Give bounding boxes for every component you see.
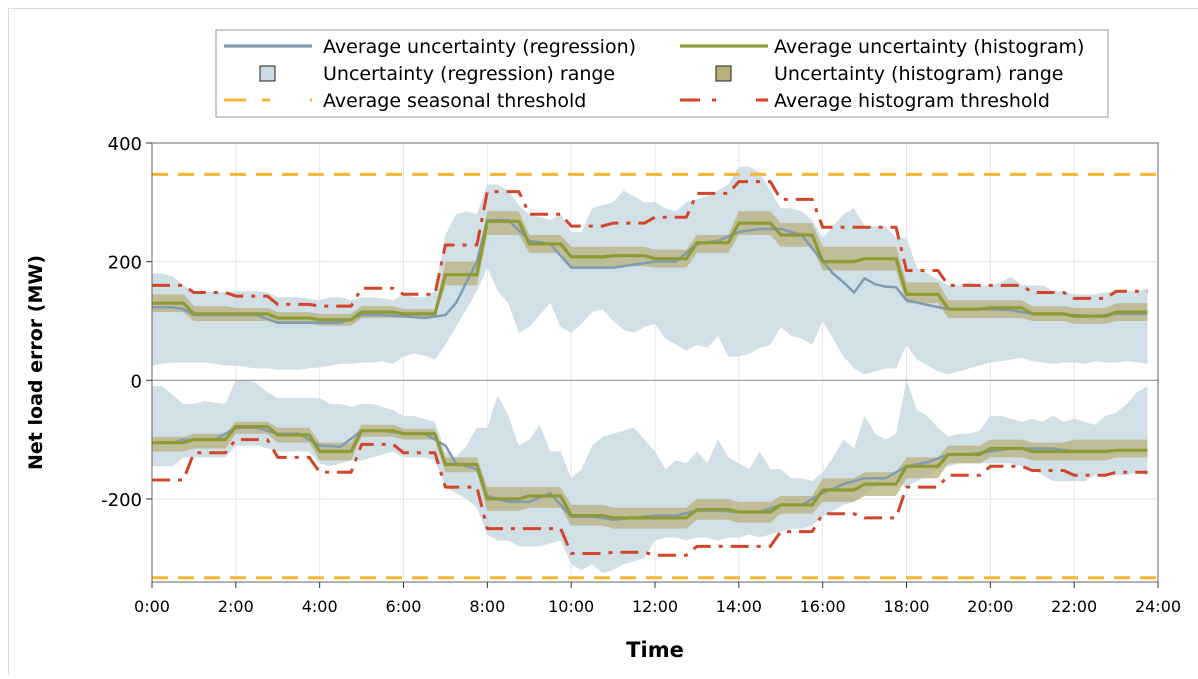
regression-range-band-positive: [152, 166, 1148, 375]
histogram-threshold-line-positive: [152, 180, 1148, 308]
x-tick-label: 20:00: [967, 597, 1013, 616]
x-tick-label: 22:00: [1051, 597, 1097, 616]
legend-label: Average uncertainty (regression): [323, 36, 636, 58]
y-tick-label: 0: [131, 371, 142, 392]
figure-frame: [8, 8, 1198, 675]
y-tick-label: -200: [101, 490, 142, 511]
legend: Average uncertainty (regression) Average …: [215, 29, 1109, 118]
series-lines: [152, 172, 1158, 580]
legend-label: Average seasonal threshold: [323, 90, 586, 112]
x-tick-label: 12:00: [632, 597, 678, 616]
x-tick-label: 18:00: [883, 597, 929, 616]
legend-label: Uncertainty (histogram) range: [774, 63, 1063, 85]
x-tick-label: 10:00: [548, 597, 594, 616]
x-tick-label: 0:00: [134, 597, 170, 616]
x-tick-label: 24:00: [1135, 597, 1181, 616]
legend-swatch-square: [259, 65, 276, 82]
legend-swatch-square: [715, 65, 732, 82]
legend-label: Uncertainty (regression) range: [323, 63, 615, 85]
legend-label: Average histogram threshold: [774, 90, 1050, 112]
x-axis-title: Time: [626, 638, 684, 662]
plot-area: [151, 142, 1159, 583]
x-tick-label: 14:00: [716, 597, 762, 616]
histogram-range-band-negative: [152, 421, 1148, 529]
x-tick-label: 8:00: [469, 597, 505, 616]
y-tick-label: 400: [108, 134, 142, 155]
histogram-average-line-negative: [152, 425, 1148, 520]
legend-label: Average uncertainty (histogram): [774, 36, 1084, 58]
x-tick-label: 6:00: [386, 597, 422, 616]
x-tick-label: 4:00: [302, 597, 338, 616]
histogram-threshold-line-negative: [152, 438, 1148, 557]
axes: 0:00 2:00 4:00 6:00 8:00 10:00 12:00 14:00 16:00…: [101, 134, 1181, 616]
x-tick-label: 16:00: [800, 597, 846, 616]
y-tick-label: 200: [108, 253, 142, 274]
legend-box: [215, 29, 1109, 118]
x-tick-label: 2:00: [218, 597, 254, 616]
y-axis-title: Net load error (MW): [25, 255, 47, 470]
histogram-average-line-positive: [152, 219, 1148, 322]
